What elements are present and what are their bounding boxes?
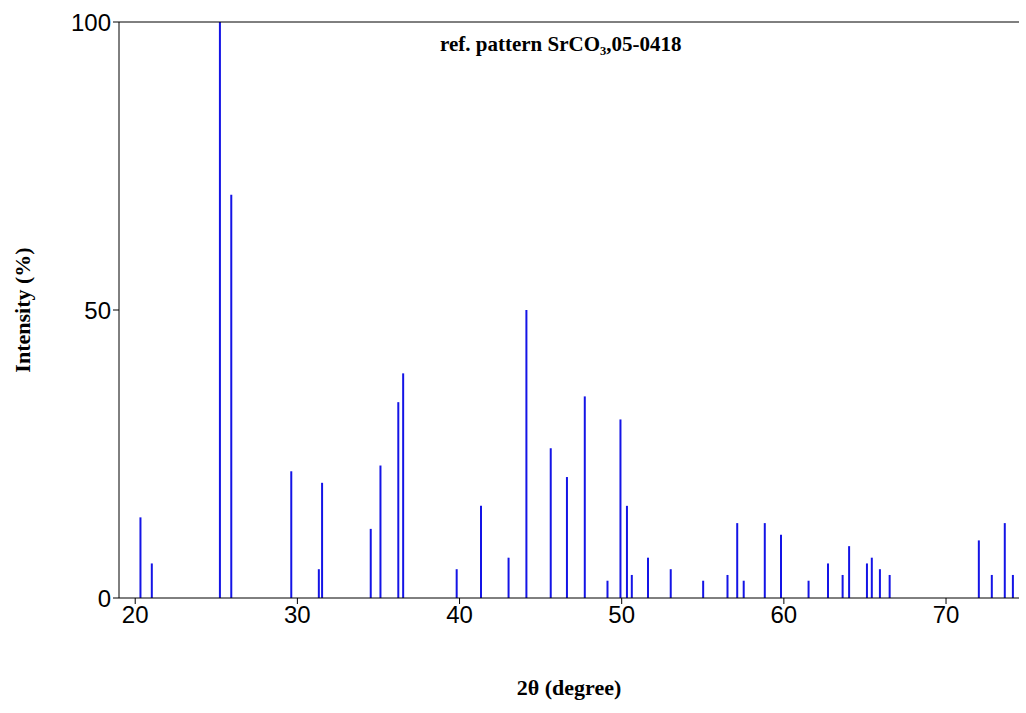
svg-text:70: 70 xyxy=(933,601,960,628)
svg-text:60: 60 xyxy=(771,601,798,628)
svg-text:30: 30 xyxy=(284,601,311,628)
svg-text:20: 20 xyxy=(122,601,149,628)
svg-text:50: 50 xyxy=(84,297,111,324)
svg-text:50: 50 xyxy=(608,601,635,628)
svg-text:Intensity (%): Intensity (%) xyxy=(10,247,35,372)
svg-text:100: 100 xyxy=(71,9,111,36)
svg-text:0: 0 xyxy=(98,585,111,612)
html-text:ref. pattern SrCO₃,05-0418: ref. pattern SrCO₃,05-0418 xyxy=(440,32,682,56)
svg-text:2θ (degree): 2θ (degree) xyxy=(517,675,622,700)
svg-text:40: 40 xyxy=(446,601,473,628)
